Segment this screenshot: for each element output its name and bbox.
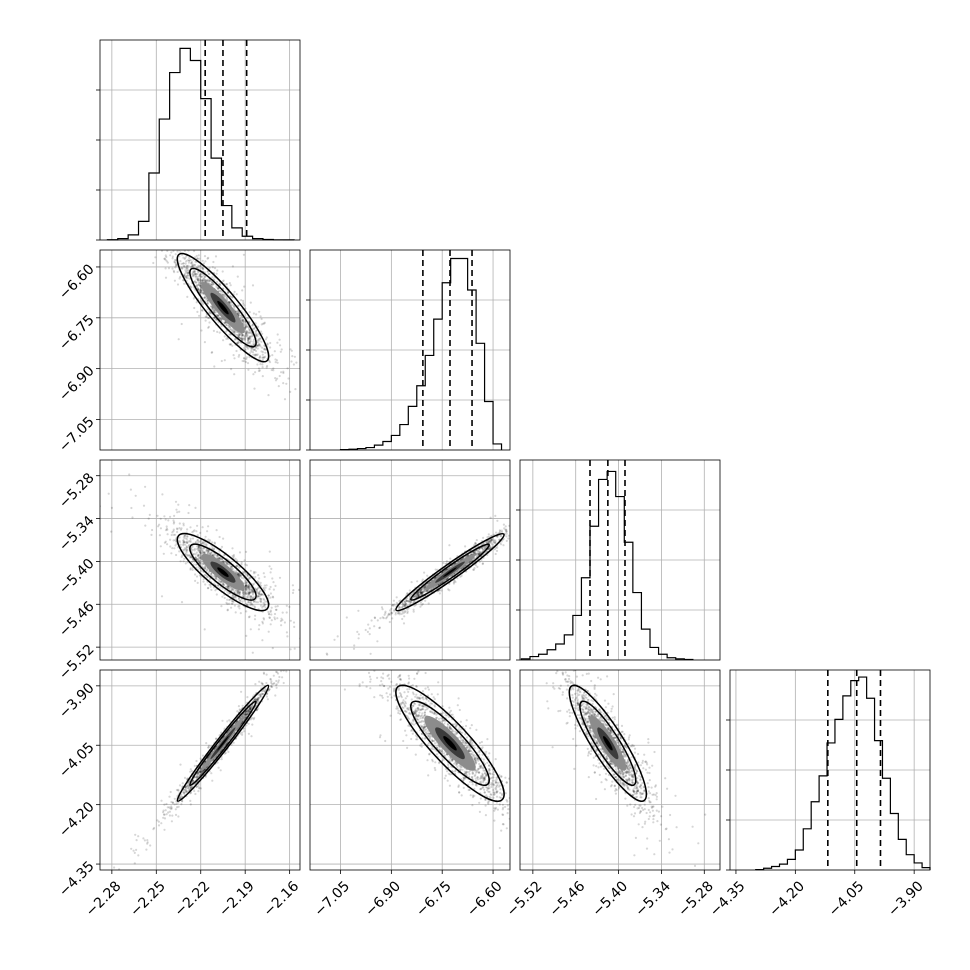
density-level-4 (217, 300, 229, 315)
density-level-4 (443, 736, 457, 751)
xtick-label: −5.46 (547, 878, 589, 920)
scatter-panel-r2-c0 (99, 459, 301, 661)
panel-frame (99, 669, 301, 871)
xtick-label: −3.90 (885, 878, 927, 920)
panel-frame (99, 39, 301, 241)
xtick-label: −6.75 (413, 878, 455, 920)
density-level-0 (568, 684, 648, 802)
xtick-label: −6.90 (362, 878, 404, 920)
xtick-label: −5.52 (504, 878, 546, 920)
density-level-4 (217, 736, 229, 751)
density-level-4 (443, 567, 457, 577)
histogram-step (339, 257, 503, 451)
ytick-label: −5.34 (56, 513, 98, 555)
ytick-label: −6.75 (56, 312, 98, 354)
density-layer (343, 670, 510, 850)
gridlines (100, 250, 300, 450)
ytick-label: −7.05 (56, 414, 98, 456)
panel-frame (309, 249, 511, 451)
density-level-4 (217, 567, 229, 577)
xtick-label: −2.19 (216, 878, 258, 920)
density-layer (545, 670, 707, 868)
scatter-panel-r3-c2 (519, 669, 721, 871)
gridlines (310, 460, 510, 660)
panel-frame (99, 249, 301, 451)
density-level-0 (395, 532, 505, 612)
xtick-label: −2.25 (127, 878, 169, 920)
density-level-0 (395, 684, 505, 802)
gridlines (520, 460, 720, 661)
xtick-label: −4.20 (766, 878, 808, 920)
panel-frame (519, 459, 721, 661)
histogram-step (755, 676, 931, 871)
density-level-0 (176, 684, 270, 802)
density-level-1 (410, 543, 490, 601)
scatter-panel-r3-c1 (309, 669, 511, 871)
xtick-label: −6.60 (464, 878, 506, 920)
panel-frame (309, 669, 511, 871)
panel-background (100, 250, 300, 450)
density-level-1 (579, 700, 637, 787)
histogram-step (106, 47, 295, 241)
ytick-label: −5.28 (56, 470, 98, 512)
xtick-label: −5.34 (632, 878, 674, 920)
panel-frame (309, 459, 511, 661)
xtick-label: −5.40 (590, 878, 632, 920)
ytick-label: −6.60 (56, 261, 98, 303)
density-layer (152, 250, 298, 401)
xtick-label: −2.16 (261, 878, 303, 920)
density-level-1 (189, 700, 257, 787)
xtick-label: −4.35 (707, 878, 749, 920)
hist-panel-1 (306, 249, 511, 451)
panel-frame (519, 669, 721, 871)
xtick-label: −7.05 (311, 878, 353, 920)
ytick-label: −4.35 (56, 858, 98, 900)
density-level-1 (410, 700, 490, 787)
xtick-label: −2.28 (83, 878, 125, 920)
scatter-panel-r3-c0 (99, 669, 301, 871)
ytick-label: −6.90 (56, 363, 98, 405)
panel-background (310, 670, 510, 870)
density-layer (113, 670, 288, 870)
density-layer (100, 473, 300, 654)
panel-background (100, 460, 300, 660)
panel-background (520, 670, 720, 870)
panel-frame (729, 669, 931, 871)
density-level-4 (603, 736, 613, 751)
density-level-0 (176, 532, 270, 612)
ytick-label: −5.52 (56, 641, 98, 683)
xtick-label: −2.22 (172, 878, 214, 920)
xtick-label: −4.05 (826, 878, 868, 920)
hist-panel-2 (516, 459, 721, 661)
gridlines (310, 670, 510, 870)
gridlines (730, 670, 930, 871)
hist-panel-0 (96, 39, 301, 241)
gridlines (310, 250, 510, 451)
density-level-0 (176, 252, 270, 363)
scatter-panel-r1-c0 (99, 249, 301, 451)
density-level-1 (189, 543, 257, 601)
hist-panel-3 (726, 669, 931, 871)
gridlines (520, 670, 720, 870)
scatter-panel-r2-c1 (309, 459, 511, 661)
ytick-label: −5.40 (56, 556, 98, 598)
ytick-label: −4.05 (56, 740, 98, 782)
ytick-label: −3.90 (56, 680, 98, 722)
panel-background (100, 670, 300, 870)
ytick-label: −4.20 (56, 799, 98, 841)
density-layer (325, 514, 510, 656)
gridlines (100, 460, 300, 660)
panel-background (310, 460, 510, 660)
panel-frame (99, 459, 301, 661)
density-level-1 (189, 267, 257, 348)
ytick-label: −5.46 (56, 599, 98, 641)
